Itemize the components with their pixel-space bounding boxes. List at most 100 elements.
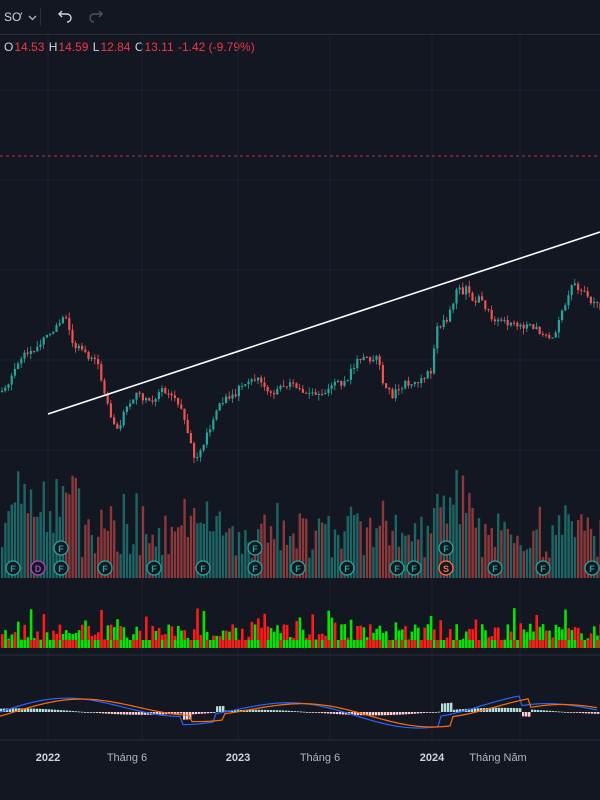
macd-histogram-bar: [543, 710, 546, 712]
candle-body: [113, 417, 116, 425]
volume-bar: [1, 547, 4, 578]
volume-indicator-base: [58, 640, 62, 648]
time-axis-label: 2022: [36, 752, 60, 764]
event-marker-f[interactable]: [53, 560, 69, 576]
candle-body: [529, 324, 532, 326]
macd-histogram-bar: [429, 712, 432, 713]
event-marker-f[interactable]: [97, 560, 113, 576]
undo-button[interactable]: [57, 6, 73, 28]
volume-indicator-bar: [557, 627, 561, 648]
volume-bar: [247, 542, 250, 578]
volume-indicator-base: [26, 640, 30, 648]
volume-bar: [186, 536, 189, 578]
event-marker-d[interactable]: [30, 560, 46, 576]
macd-histogram-bar: [231, 710, 234, 712]
event-marker-f[interactable]: [584, 560, 600, 576]
event-marker-f[interactable]: [290, 560, 306, 576]
event-marker-f[interactable]: [195, 560, 211, 576]
event-marker-f[interactable]: [535, 560, 551, 576]
macd-histogram-bar: [327, 712, 330, 714]
candle-body: [221, 403, 224, 405]
volume-bar: [372, 547, 375, 578]
volume-indicator-base: [461, 640, 465, 648]
macd-histogram-bar: [87, 712, 90, 713]
volume-bar: [161, 554, 164, 578]
volume-bar: [503, 521, 506, 578]
macd-histogram-bar: [534, 709, 537, 712]
volume-indicator-bar: [509, 631, 513, 648]
volume-indicator-bar: [417, 627, 420, 648]
volume-indicator-base: [7, 640, 10, 648]
event-marker-f[interactable]: [146, 560, 162, 576]
volume-indicator-base: [90, 640, 94, 648]
volume-indicator-base: [71, 640, 74, 648]
volume-bar: [81, 557, 84, 578]
macd-histogram-bar: [411, 712, 414, 714]
volume-indicator-base: [45, 640, 49, 648]
candle-body: [436, 326, 439, 349]
volume-indicator-base: [468, 640, 471, 648]
macd-histogram-bar: [261, 709, 264, 712]
candle-body: [404, 380, 407, 389]
volume-indicator-base: [349, 640, 353, 648]
volume-indicator-base: [378, 640, 382, 648]
volume-bar: [301, 518, 305, 578]
volume-bar: [77, 488, 81, 578]
volume-indicator-base: [221, 640, 225, 648]
volume-indicator-bar: [65, 630, 68, 648]
volume-indicator-base: [577, 640, 580, 648]
candle-body: [541, 333, 544, 335]
macd-histogram-bar: [81, 711, 84, 713]
candle-body: [247, 381, 250, 385]
event-marker-f[interactable]: [53, 540, 69, 556]
macd-histogram-bar: [180, 712, 183, 714]
macd-histogram-bar: [273, 710, 276, 712]
volume-bar: [20, 503, 23, 578]
volume-indicator-base: [250, 640, 254, 648]
volume-indicator-bar: [369, 624, 372, 648]
volume-indicator-bar: [493, 627, 497, 648]
event-marker-f[interactable]: [389, 560, 405, 576]
volume-indicator-bar: [375, 628, 378, 648]
volume-indicator-base: [273, 640, 276, 648]
chart-toolbar: SƠ: [0, 0, 600, 35]
time-axis-label: Tháng 6: [300, 752, 340, 764]
trendline[interactable]: [47, 231, 600, 415]
candle-body: [116, 424, 119, 429]
event-marker-f[interactable]: [339, 560, 355, 576]
macd-histogram-bar: [579, 712, 582, 713]
volume-bar: [327, 515, 330, 578]
interval-selector[interactable]: SƠ: [4, 6, 37, 28]
volume-bar: [394, 514, 397, 578]
volume-indicator-base: [397, 640, 401, 648]
volume-bar: [305, 518, 308, 578]
volume-indicator-bar: [135, 626, 138, 648]
macd-histogram-bar: [447, 702, 450, 712]
volume-indicator-bar: [17, 621, 20, 648]
volume-bar: [481, 557, 484, 578]
event-marker-f[interactable]: [247, 560, 263, 576]
volume-bar: [55, 478, 58, 578]
event-marker-f[interactable]: [5, 560, 21, 576]
candle-body: [58, 323, 61, 326]
volume-indicator-base: [212, 640, 215, 648]
volume-indicator-bar: [561, 629, 564, 648]
macd-histogram-bar: [21, 708, 24, 712]
macd-histogram-bar: [408, 712, 411, 715]
event-marker-s[interactable]: [438, 560, 454, 576]
candle-body: [55, 325, 58, 332]
macd-histogram-bar: [342, 712, 345, 715]
event-marker-f[interactable]: [406, 560, 422, 576]
volume-bar: [525, 549, 529, 578]
candle-body: [298, 388, 301, 390]
candle-body: [391, 389, 394, 399]
toolbar-divider: [40, 8, 41, 26]
volume-indicator-base: [103, 640, 106, 648]
event-marker-f[interactable]: [247, 540, 263, 556]
event-marker-f[interactable]: [487, 560, 503, 576]
redo-button[interactable]: [88, 6, 104, 28]
event-marker-f[interactable]: [438, 540, 454, 556]
candle-body: [372, 359, 375, 362]
candle-body: [234, 394, 237, 397]
